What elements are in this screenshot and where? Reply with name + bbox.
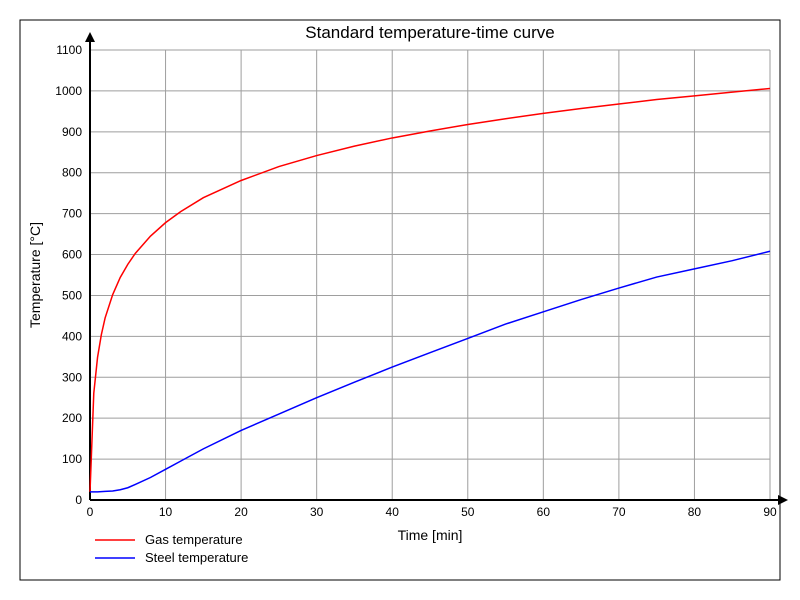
x-tick-label: 90 xyxy=(763,505,777,519)
y-tick-label: 700 xyxy=(62,207,82,221)
x-tick-label: 80 xyxy=(688,505,702,519)
chart-container: 0102030405060708090010020030040050060070… xyxy=(0,0,800,600)
chart-svg: 0102030405060708090010020030040050060070… xyxy=(0,0,800,600)
y-tick-label: 400 xyxy=(62,329,82,343)
legend-label: Steel temperature xyxy=(145,550,248,565)
y-tick-label: 300 xyxy=(62,370,82,384)
x-tick-label: 20 xyxy=(234,505,248,519)
x-tick-label: 50 xyxy=(461,505,475,519)
x-tick-label: 30 xyxy=(310,505,324,519)
y-tick-label: 1000 xyxy=(55,84,82,98)
y-axis-arrow xyxy=(85,32,95,42)
outer-border xyxy=(20,20,780,580)
y-tick-label: 600 xyxy=(62,248,82,262)
y-tick-label: 800 xyxy=(62,166,82,180)
x-tick-label: 70 xyxy=(612,505,626,519)
y-tick-label: 200 xyxy=(62,411,82,425)
y-tick-label: 500 xyxy=(62,288,82,302)
series-line xyxy=(90,88,770,491)
chart-title: Standard temperature-time curve xyxy=(305,23,554,42)
y-axis-label: Temperature [°C] xyxy=(27,222,43,328)
x-axis-label: Time [min] xyxy=(398,527,463,543)
series-line xyxy=(90,251,770,492)
y-tick-label: 1100 xyxy=(56,43,82,57)
x-tick-label: 60 xyxy=(537,505,551,519)
y-tick-label: 0 xyxy=(75,493,82,507)
x-axis-arrow xyxy=(778,495,788,505)
x-tick-label: 10 xyxy=(159,505,173,519)
x-tick-label: 40 xyxy=(386,505,400,519)
y-tick-label: 100 xyxy=(62,452,82,466)
legend-label: Gas temperature xyxy=(145,532,243,547)
y-tick-label: 900 xyxy=(62,125,82,139)
x-tick-label: 0 xyxy=(87,505,94,519)
